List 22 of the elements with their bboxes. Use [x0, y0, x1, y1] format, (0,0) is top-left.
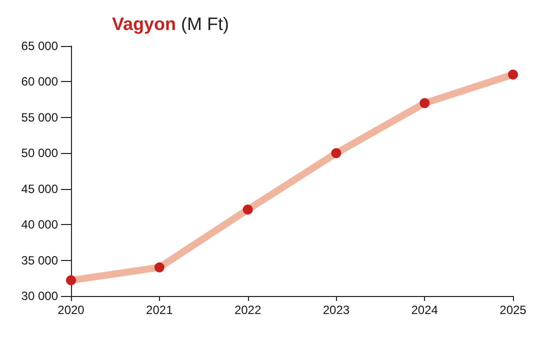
point [508, 70, 518, 80]
point [242, 204, 253, 215]
y-tick-label: 30 000 [21, 289, 58, 303]
y-tick-label: 60 000 [21, 74, 58, 89]
x-tick-label: 2024 [411, 303, 438, 317]
y-tick-label: 55 000 [21, 110, 58, 124]
y-tick-label: 35 000 [21, 253, 58, 268]
x-tick-label: 2025 [500, 303, 527, 317]
x-tick-label: 2023 [322, 303, 350, 317]
y-axis-title: (M Ft) [181, 14, 230, 34]
point [66, 275, 76, 286]
point [154, 262, 164, 272]
y-tick-label: 45 000 [21, 182, 58, 196]
x-tick-label: 2020 [58, 303, 85, 317]
y-tick-label: 40 000 [21, 218, 58, 232]
x-tick-label: 2021 [146, 303, 174, 317]
x-tick-label: 2022 [234, 303, 262, 317]
point [420, 98, 430, 108]
y-tick-label: 65 000 [21, 39, 58, 53]
y-tick-label: 50 000 [21, 146, 58, 160]
point [331, 148, 342, 158]
chart-title: Vagyon [112, 14, 176, 34]
